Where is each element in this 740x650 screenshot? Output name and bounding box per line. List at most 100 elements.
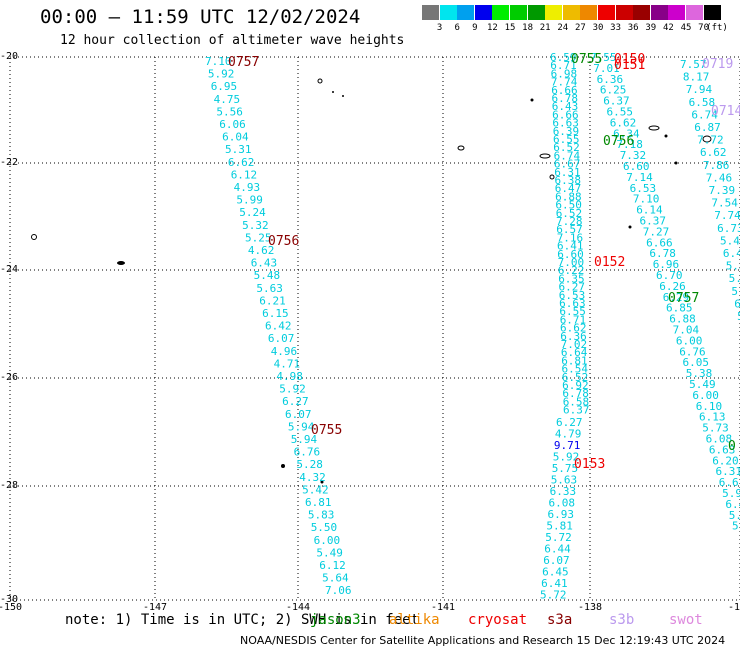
color-scale-tick: 15 <box>504 23 516 33</box>
island <box>530 98 534 102</box>
wave-height-value: 6.27 <box>282 395 309 408</box>
wave-height-value: 6.31 <box>716 465 740 478</box>
wave-height-value: 6.25 <box>600 84 627 97</box>
wave-height-value: 6.57 <box>556 223 583 236</box>
island <box>648 125 660 131</box>
wave-height-value: 6.66 <box>552 108 579 121</box>
wave-height-value: 6.12 <box>319 559 346 572</box>
wave-height-value: 7.72 <box>697 134 724 147</box>
color-scale-swatch <box>650 5 668 20</box>
wave-height-value: 5.92 <box>553 451 580 464</box>
satellite-legend-swot: swot <box>669 612 703 628</box>
color-scale-swatch <box>545 5 563 20</box>
wave-height-value: 6.07 <box>543 554 570 567</box>
color-scale-tick: 27 <box>574 23 586 33</box>
wave-height-value: 6.93 <box>548 508 575 521</box>
wave-height-value: 6.74 <box>554 149 581 162</box>
wave-height-value: 6.55 <box>559 305 586 318</box>
color-scale-tick: 3 <box>436 23 443 33</box>
footer-credit: NOAA/NESDIS Center for Satellite Applica… <box>240 634 726 647</box>
map-grid <box>9 56 740 601</box>
wave-height-value: 6.07 <box>285 408 312 421</box>
wave-height-value: 5.63 <box>256 282 283 295</box>
wave-height-value: 6.88 <box>669 313 696 326</box>
wave-height-value: 6.78 <box>562 387 589 400</box>
wave-height-value: 6.36 <box>560 330 587 343</box>
wave-height-value: 7.39 <box>709 184 736 197</box>
wave-height-value: 6.62 <box>700 146 727 159</box>
wave-height-value: 6.26 <box>659 280 686 293</box>
wave-height-value: 6.33 <box>550 485 577 498</box>
wave-height-value: 6.22 <box>558 264 585 277</box>
wave-height-value: 6.31 <box>554 166 581 179</box>
longitude-label: -13 <box>728 602 740 613</box>
wave-height-value: 7.94 <box>686 83 713 96</box>
wave-height-value: 5.32 <box>242 219 269 232</box>
wave-height-value: 6.71 <box>560 313 587 326</box>
color-scale-tick: 39 <box>645 23 657 33</box>
wave-height-value: 7.27 <box>643 225 670 238</box>
wave-height-value: 5.42 <box>302 483 329 496</box>
wave-height-value: 6.81 <box>561 354 588 367</box>
wave-height-value: 5.24 <box>239 206 266 219</box>
wave-height-value: 5.49 <box>316 546 343 559</box>
wave-height-value: 4.79 <box>555 428 582 441</box>
wave-height-value: 9.71 <box>554 439 581 452</box>
wave-height-value: 7.55 <box>590 51 617 64</box>
wave-height-value: 6.76 <box>294 446 321 459</box>
wave-height-value: 6.34 <box>613 127 640 140</box>
wave-height-value: 6.66 <box>551 84 578 97</box>
wave-height-value: 6.36 <box>597 73 624 86</box>
color-scale-tick: 45 <box>680 23 692 33</box>
wave-height-value: 7.14 <box>626 171 653 184</box>
wave-height-value: 6.27 <box>559 281 586 294</box>
wave-height-value: 6.78 <box>552 92 579 105</box>
island <box>628 225 632 229</box>
wave-height-value: 6.06 <box>219 118 246 131</box>
wave-height-value: 6.66 <box>646 236 673 249</box>
wave-height-value: 5.8 <box>737 310 740 323</box>
wave-height-value: 7.46 <box>706 171 733 184</box>
wave-height-value: 6.39 <box>553 125 580 138</box>
wave-height-value: 7.01 <box>593 62 620 75</box>
wave-height-value: 6.49 <box>725 498 740 511</box>
satellite-legend-cryosat: cryosat <box>468 612 528 628</box>
wave-height-value: 7.10 <box>205 55 232 68</box>
color-scale-swatch <box>703 5 721 20</box>
wave-height-value: 6.21 <box>259 294 286 307</box>
wave-height-value: 5.73 <box>702 422 729 435</box>
color-scale-tick: 21 <box>539 23 551 33</box>
wave-height-value: 6.52 <box>562 371 589 384</box>
wave-height-value: 6.78 <box>649 247 676 260</box>
latitude-label: -22 <box>0 157 19 168</box>
color-scale-swatch <box>422 5 439 20</box>
wave-height-value: 5.50 <box>311 521 338 534</box>
pass-time-label: 0757 <box>668 291 699 306</box>
satellite-legend-s3a: s3a <box>547 612 573 628</box>
wave-height-value: 4.93 <box>234 181 261 194</box>
wave-height-value: 5.72 <box>545 531 572 544</box>
wave-height-value: 6.74 <box>691 108 718 121</box>
wave-height-value: 6.76 <box>679 345 706 358</box>
color-scale-tick: 9 <box>472 23 478 33</box>
wave-height-value: 6.47 <box>555 182 582 195</box>
island <box>549 174 555 180</box>
wave-height-value: 7.54 <box>711 197 738 210</box>
island <box>117 261 125 265</box>
pass-time-label: 0757 <box>228 55 259 70</box>
wave-height-value: 5.38 <box>686 367 713 380</box>
longitude-label: -150 <box>0 602 23 613</box>
wave-height-value: 7.10 <box>633 193 660 206</box>
map-frame <box>9 56 740 601</box>
wave-height-value: 8.17 <box>683 71 710 84</box>
wave-height-value: 6.61 <box>719 476 740 489</box>
wave-height-value: 4.75 <box>214 93 241 106</box>
wave-height-value: 7.32 <box>620 149 647 162</box>
wave-height-value: 6.87 <box>694 121 721 134</box>
wave-height-value: 6.58 <box>689 96 716 109</box>
wave-height-value: 7.28 <box>556 215 583 228</box>
color-scale-tick: 6 <box>454 23 460 33</box>
wave-height-value: 7.18 <box>616 138 643 151</box>
wave-height-value: 6.37 <box>603 95 630 108</box>
wave-height-value: 6.92 <box>562 379 589 392</box>
